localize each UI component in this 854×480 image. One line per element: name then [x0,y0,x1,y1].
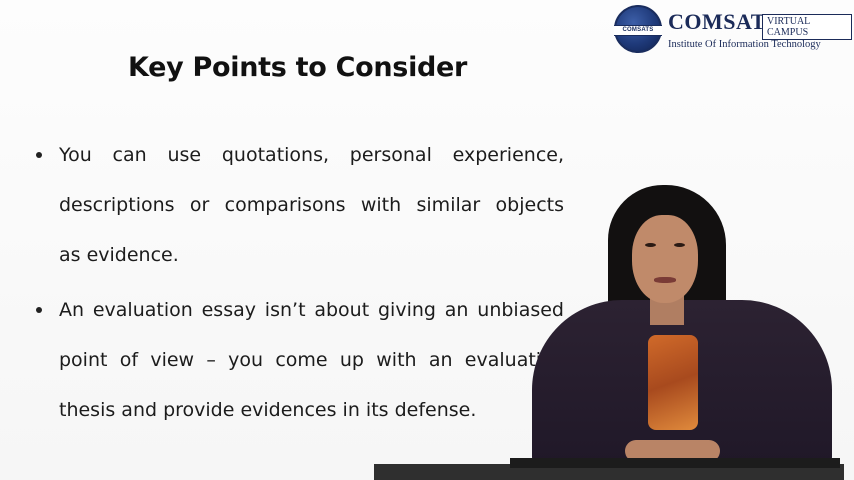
eye-icon [674,243,685,247]
mouth-icon [654,277,676,283]
comsats-logo: COMSATS COMSATS VIRTUAL CAMPUS Institute… [612,3,852,55]
bullet-item: An evaluation essay isn’t about giving a… [34,293,564,443]
logo-tag: VIRTUAL CAMPUS [762,14,852,40]
bullet-line: You can use quotations, personal experie… [59,144,564,166]
presenter-hands [625,440,720,462]
desk-edge [510,458,840,468]
presenter-scarf [648,335,698,430]
logo-subtitle: Institute Of Information Technology [668,39,821,50]
bullet-dot-icon [36,307,42,313]
bullet-line: thesis and provide evidences in its defe… [59,399,477,421]
bullet-line: as evidence. [59,244,179,266]
presenter-face [632,215,698,303]
eye-icon [645,243,656,247]
presenter-video [520,185,840,480]
seal-band-text: COMSATS [614,25,662,36]
slide-title: Key Points to Consider [128,52,468,83]
logo-name: COMSATS [668,9,779,34]
bullet-line: descriptions or comparisons with similar… [59,194,564,216]
desk [374,464,844,480]
bullet-line: An evaluation essay isn’t about giving a… [59,299,564,321]
bullet-list: You can use quotations, personal experie… [34,138,564,443]
bullet-item: You can use quotations, personal experie… [34,138,564,288]
bullet-line: point of view – you come up with an eval… [59,349,564,371]
bullet-dot-icon [36,152,42,158]
comsats-seal-icon: COMSATS [614,5,662,53]
